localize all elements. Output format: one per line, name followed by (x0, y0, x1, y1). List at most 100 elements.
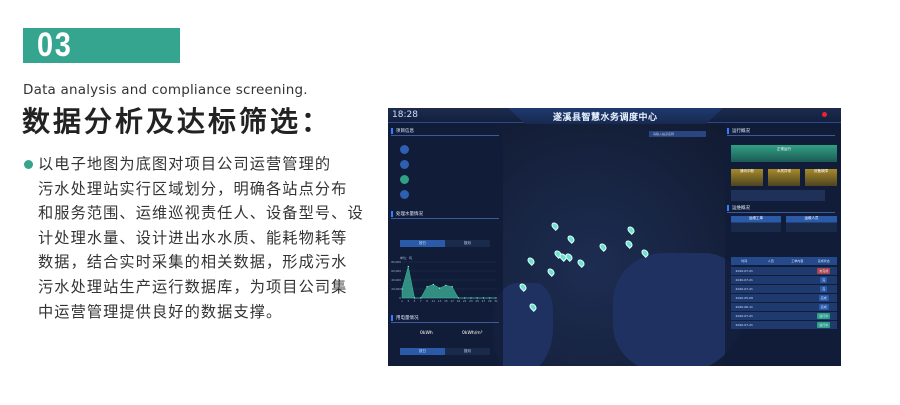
data-point (451, 286, 453, 288)
power-per-unit-value: 0kWh/m³ (462, 331, 483, 336)
x-tick-label: 1 (401, 299, 403, 303)
data-point (495, 297, 497, 299)
device-icon (400, 190, 409, 199)
left-panel: 项目信息 处理水量情况 按日 按月 单位：吨 0 20,000 40,000 60,0… (388, 123, 503, 366)
body-line: 污水处理站实行区域划分，明确各站点分布 (38, 179, 348, 198)
power-value: 0kWh (420, 331, 433, 336)
status-card[interactable]: 设备故障 (805, 169, 837, 186)
subtitle-en: Data analysis and compliance screening. (23, 82, 308, 98)
x-tick-label: 21 (463, 299, 467, 303)
x-tick-label: 5 (414, 299, 416, 303)
data-point (413, 297, 416, 299)
normal-card[interactable]: 正常运行 (731, 145, 837, 162)
map-pin-icon[interactable] (626, 225, 636, 235)
status-card[interactable]: 通讯中断 (731, 169, 763, 186)
panel-title-water: 处理水量情况 (391, 211, 423, 217)
x-tick-label: 29 (488, 299, 492, 303)
body-line: 和服务范围、运维巡视责任人、设备型号、设 (38, 204, 364, 223)
building-icon (400, 145, 409, 154)
station-icon (400, 160, 409, 169)
table-row[interactable]: 2020-07-21 进行中 (731, 321, 837, 329)
x-tick-label: 27 (482, 299, 486, 303)
x-tick-label: 11 (432, 299, 436, 303)
status-badge: 完成 (818, 295, 829, 301)
x-tick-label: 23 (469, 299, 473, 303)
table-cell: 2020-07-21 (735, 269, 753, 273)
table-cell: 2020-07-21 (735, 278, 753, 282)
table-cell: 完成 (811, 295, 838, 301)
table-cell: 进行中 (811, 313, 838, 319)
panel-title-run: 运行概况 (727, 128, 750, 134)
map-pin-icon[interactable] (546, 267, 556, 277)
data-point (401, 288, 403, 290)
section-title: 数据分析及达标筛选： (22, 105, 333, 138)
alarm-icon[interactable] (822, 112, 827, 117)
table-cell: 2020-06-11 (735, 305, 753, 309)
table-cell: 完成 (811, 304, 838, 310)
data-point (489, 297, 491, 299)
map-pin-icon[interactable] (550, 221, 560, 231)
table-cell: 未完成 (811, 268, 838, 274)
table-row[interactable]: 2020-07-21 完 (731, 276, 837, 284)
panel-title-project: 项目信息 (391, 128, 414, 134)
panel-title-power: 用电量情况 (391, 315, 419, 321)
table-row[interactable]: 2020-06-11 完成 (731, 303, 837, 311)
status-badge: 完 (820, 286, 828, 292)
table-cell: 2020-05-09 (735, 296, 753, 300)
map-pin-icon[interactable] (576, 258, 586, 268)
map-pin-icon[interactable] (526, 256, 536, 266)
x-tick-label: 13 (438, 299, 442, 303)
y-axis-label: 单位：吨 (400, 256, 413, 260)
table-row[interactable]: 2020-07-21 进行中 (731, 312, 837, 320)
data-point (426, 286, 428, 288)
tab-daily[interactable]: 按日 (400, 240, 445, 247)
table-cell: 2020-07-21 (735, 314, 753, 318)
x-tick-label: 31 (494, 299, 498, 303)
ops-staff-button[interactable]: 运维人员 (786, 216, 837, 232)
tab-monthly[interactable]: 按月 (445, 348, 490, 355)
y-tick-label: 40,000 (391, 278, 401, 282)
dashboard-screenshot: 18:28 遂溪县智慧水务调度中心 请输入站点名称 项目信息 处理水量情况 按日… (388, 108, 841, 366)
tab-monthly[interactable]: 按月 (445, 240, 490, 247)
status-badge: 完成 (818, 304, 829, 310)
section-number: 03 (37, 26, 73, 64)
body-line: 计处理水量、设计进出水水质、能耗物耗等 (38, 228, 348, 247)
status-badge: 进行中 (817, 313, 831, 319)
x-tick-label: 9 (426, 299, 428, 303)
status-badge: 进行中 (817, 322, 831, 328)
data-point (464, 297, 466, 299)
body-line: 数据，结合实时采集的相关数据，形成污水 (38, 253, 348, 272)
map-pin-icon[interactable] (624, 239, 634, 249)
y-tick-label: 60,000 (391, 269, 401, 273)
body-text: 以电子地图为底图对项目公司运营管理的 污水处理站实行区域划分，明确各站点分布 和… (38, 152, 364, 324)
top-bar: 18:28 遂溪县智慧水务调度中心 (388, 108, 841, 124)
map-pin-icon[interactable] (566, 234, 576, 244)
x-tick-label: 19 (457, 299, 461, 303)
map-pin-icon[interactable] (564, 252, 574, 262)
table-row[interactable]: 2020-07-21 未完成 (731, 267, 837, 275)
map-area[interactable] (493, 123, 743, 366)
x-tick-label: 25 (475, 299, 479, 303)
status-card[interactable]: 水质异常 (768, 169, 800, 186)
work-order-button[interactable]: 运维工单 (731, 216, 781, 232)
data-point (445, 284, 447, 286)
y-tick-label: 80,000 (391, 260, 401, 264)
table-row[interactable]: 2020-05-09 完成 (731, 294, 837, 302)
data-point (482, 297, 485, 299)
status-badge: 完 (820, 277, 828, 283)
x-tick-label: 17 (450, 299, 454, 303)
panel-title-ops: 运维概况 (727, 205, 750, 211)
search-input[interactable]: 请输入站点名称 (649, 131, 706, 137)
map-pin-icon[interactable] (598, 242, 608, 252)
bullet-dot (24, 160, 33, 169)
tab-daily[interactable]: 按日 (400, 348, 445, 355)
data-point (439, 287, 441, 289)
series-area (401, 266, 496, 299)
data-point (470, 297, 472, 299)
x-tick-label: 7 (420, 299, 422, 303)
body-line: 以电子地图为底图对项目公司运营管理的 (38, 155, 332, 173)
people-icon (400, 175, 409, 184)
table-row[interactable]: 2020-07-21 完 (731, 285, 837, 293)
data-point (476, 297, 478, 299)
